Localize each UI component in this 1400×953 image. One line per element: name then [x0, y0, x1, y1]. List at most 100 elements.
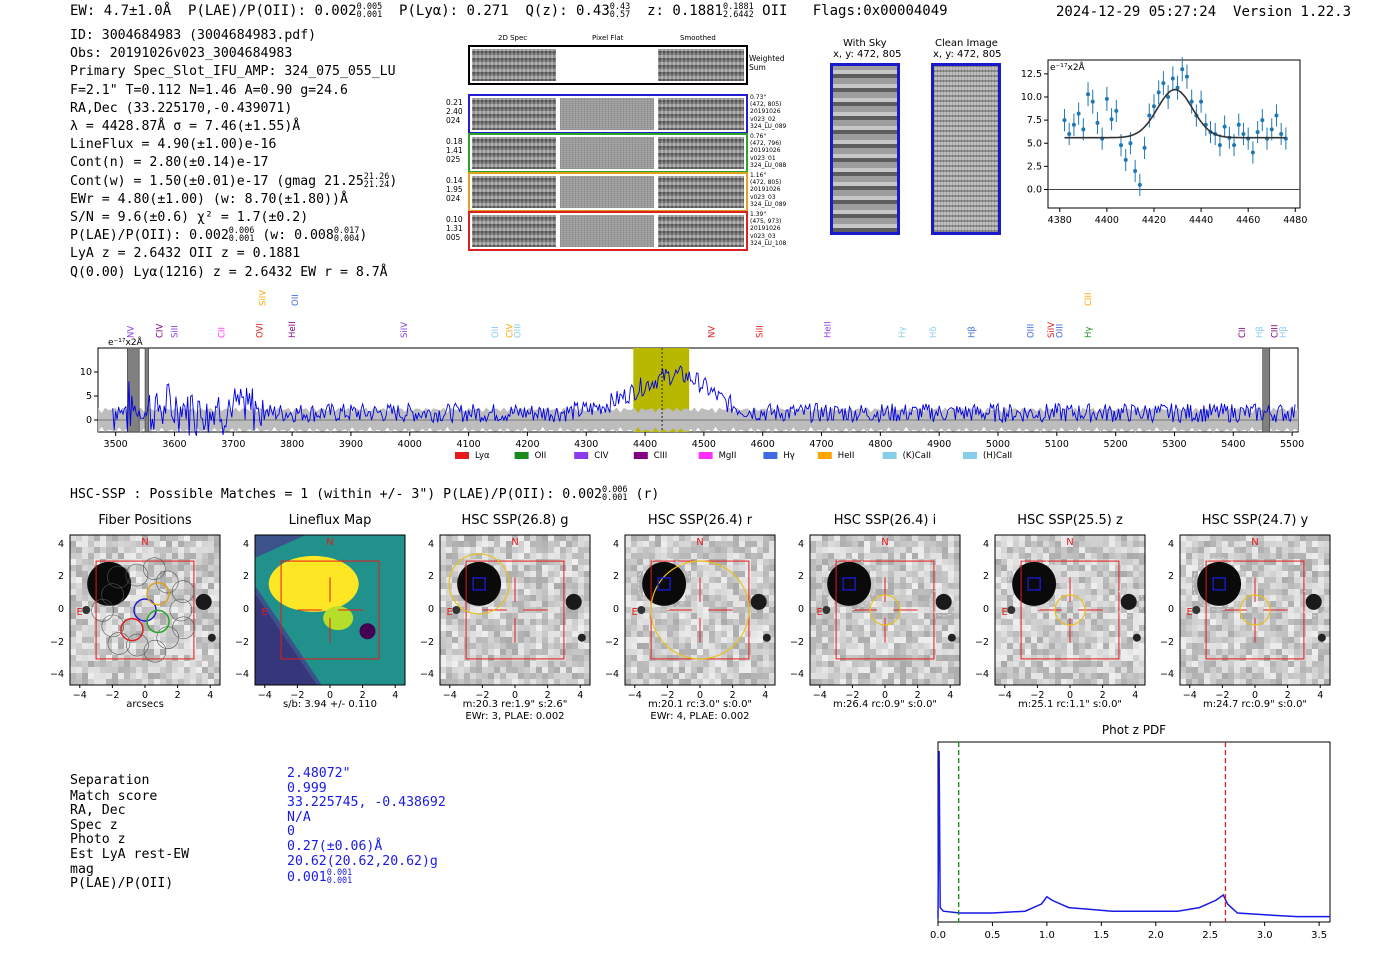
fiber-ring-4 [125, 563, 149, 587]
cutout-row-left2-3: 1.31 [446, 224, 463, 233]
full-line-label-text-2: SiII [170, 325, 180, 338]
panel-xtick-label-5-2: 0 [1067, 690, 1073, 701]
panel-box-2 [465, 560, 565, 660]
full-line-label-16: Hδ [929, 326, 939, 338]
cutout-row-right-1-1: (472, 796) [750, 140, 782, 148]
sky-title: With Sky [843, 38, 887, 49]
cutout-row-frame-1 [468, 133, 748, 173]
panel-title-0: Fiber Positions [98, 513, 192, 528]
legend-swatch-0 [455, 452, 469, 459]
panel-ytick-label-2-2: 0 [427, 604, 434, 615]
cutout-row-right-0-4: 324_LU_089 [750, 122, 787, 130]
zoom-point-9 [1104, 96, 1109, 101]
panel-caption-1: s/b: 3.94 +/- 0.110 [282, 699, 378, 710]
cutout-row-right-0-3: v023_02 [750, 115, 776, 123]
info-sn: S/N = 9.6(±0.6) χ² = 1.7(±0.2) [70, 210, 309, 226]
north-label-1: N [326, 537, 333, 548]
panel-image-4: N E −4 −2 0 2 4 [809, 534, 961, 701]
stat-label-5: Est LyA rest-EW [70, 847, 190, 862]
full-line-label-3: CII [217, 327, 227, 338]
panel-ytick-label-5-4: −4 [975, 669, 990, 681]
full-line-label-10: CIV [506, 324, 516, 338]
panel-ytick-label-6-1: 2 [1167, 571, 1174, 583]
clean-title: Clean Image [935, 38, 998, 49]
ellipse-4 [822, 557, 876, 611]
legend-swatch-4 [698, 452, 713, 459]
with-sky-image [830, 63, 900, 235]
zoom-point-1 [1067, 132, 1072, 136]
east-label-0: E [77, 607, 83, 618]
spec-cutouts: 2D Spec Pixel Flat Smoothed Weighted Sum… [440, 32, 810, 257]
panel-xtick-label-3-1: −2 [660, 690, 674, 701]
full-line-label-11: OIII [513, 324, 523, 338]
zoom-point-18 [1147, 113, 1152, 118]
full-line-label-text-26: Hβ [1279, 326, 1289, 338]
full-line-label-text-8: SiIV [400, 322, 410, 338]
zoom-point-16 [1137, 182, 1142, 187]
panel-caption-0: arcsecs [126, 699, 164, 710]
panel-ytick-label-5-2: 0 [982, 604, 989, 615]
stat-label-3: Spec z [70, 817, 118, 833]
legend-label-8: (H)CaII [983, 451, 1012, 460]
full-ytick-label-2: 10 [80, 367, 92, 378]
panel-image-3: N E −4 −2 0 2 4 [624, 534, 776, 701]
panel-ytick-label-6-2: 0 [1167, 604, 1174, 615]
corner-source-3 [762, 633, 771, 642]
bright-source-6 [1197, 561, 1242, 606]
full-xtick-label-0: 3500 [104, 439, 128, 450]
full-line-label-text-17: Hβ [967, 326, 977, 338]
zoom-ylabel: e⁻¹⁷x2Å [1050, 61, 1086, 73]
small-source-4 [822, 606, 831, 614]
legend-label-0: Lyα [475, 451, 490, 460]
zoom-point-37 [1236, 122, 1241, 127]
north-label-6: N [1251, 537, 1258, 548]
panel-ytick-label-0-1: 2 [57, 571, 64, 583]
full-xtick-label-14: 4900 [927, 439, 951, 450]
cutout-row-right-3-0: 1.39" [750, 211, 767, 218]
panel-ytick-label-3-4: −4 [605, 669, 620, 681]
panel-xtick-label-5-0: −4 [998, 690, 1012, 701]
zoom-point-40 [1250, 150, 1255, 155]
full-xtick-label-15: 5000 [986, 439, 1010, 450]
north-label-2: N [511, 537, 518, 548]
full-xtick-label-8: 4300 [574, 439, 598, 450]
cutout-row-frame-2 [468, 172, 748, 212]
cutout-row-right-3-4: 324_LU_108 [750, 239, 787, 247]
header-bar: EW: 4.7±1.0Å P(LAE)/P(OII): 0.002 0.005 0.… [70, 2, 948, 20]
full-xtick-label-17: 5200 [1104, 439, 1128, 450]
panel-title-3: HSC SSP(26.4) r [647, 513, 753, 528]
ellipse-6 [1192, 557, 1246, 611]
aperture-4 [869, 594, 901, 626]
full-xtick-label-1: 3600 [162, 439, 186, 450]
panel-xtick-label-2-0: −4 [443, 690, 457, 701]
zoom-xtick-label-2: 4420 [1142, 215, 1166, 226]
bright-source-3 [642, 561, 687, 606]
east-label-2: E [447, 607, 453, 618]
panel-noise-4 [810, 535, 960, 685]
cutout-row-right-3-1: (475, 973) [750, 218, 782, 226]
panel-caption2-3: EWr: 4, PLAE: 0.002 [650, 711, 750, 722]
full-xtick-label-11: 4600 [751, 439, 775, 450]
stat-label-2: RA, Dec [70, 803, 126, 819]
legend-swatch-2 [574, 452, 589, 459]
pdf-title: Phot z PDF [1102, 723, 1166, 737]
full-xtick-label-2: 3700 [221, 439, 245, 450]
target-box-3 [657, 577, 671, 591]
full-line-label-25: CIII [1270, 325, 1280, 338]
ellipse-3 [637, 557, 691, 611]
stat-label-4: Photo z [70, 832, 126, 848]
panel-noise-2 [440, 535, 590, 685]
col-flat-label: Pixel Flat [592, 34, 624, 42]
stat-value-4: 0 [287, 824, 295, 840]
fiber-ring-9 [107, 632, 131, 655]
zoom-point-3 [1076, 111, 1081, 116]
panel-caption-3: m:20.1 rc:3.0" s:0.0" [647, 699, 753, 710]
zoom-point-7 [1095, 120, 1100, 125]
panel-image-0: N E −4 −2 0 2 4 [69, 534, 221, 701]
full-line-label-text-22: CIII [1084, 293, 1094, 306]
full-line-label-text-15: Hγ [898, 327, 908, 338]
info-contw: Cont(w) = 1.50(±0.01)e-17 (gmag 21.25 21.… [70, 171, 398, 190]
full-line-label-text-21: Hγ [1084, 327, 1094, 338]
zoom-point-19 [1151, 104, 1156, 109]
panel-ytick-label-0-3: −2 [50, 636, 65, 648]
